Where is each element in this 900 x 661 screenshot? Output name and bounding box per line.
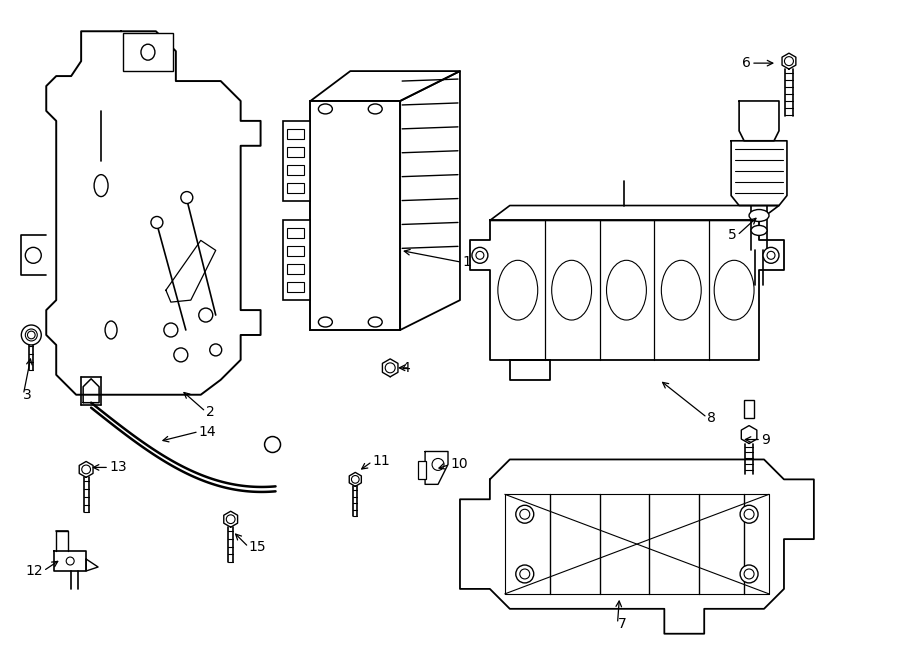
Ellipse shape — [749, 210, 769, 221]
Text: 1: 1 — [462, 255, 471, 269]
Ellipse shape — [174, 348, 188, 362]
Text: 2: 2 — [206, 405, 214, 418]
Ellipse shape — [94, 175, 108, 196]
Ellipse shape — [752, 225, 767, 235]
Polygon shape — [166, 241, 216, 302]
Text: 4: 4 — [401, 361, 410, 375]
Polygon shape — [782, 53, 796, 69]
Circle shape — [199, 308, 212, 322]
Polygon shape — [25, 328, 37, 342]
Polygon shape — [310, 71, 460, 101]
Bar — [286, 264, 304, 274]
Polygon shape — [742, 426, 757, 444]
Polygon shape — [86, 559, 98, 571]
Polygon shape — [382, 359, 398, 377]
Text: 13: 13 — [109, 461, 127, 475]
Bar — [283, 121, 310, 200]
Bar — [286, 147, 304, 157]
Circle shape — [740, 565, 758, 583]
Text: 15: 15 — [248, 540, 266, 554]
Ellipse shape — [141, 44, 155, 60]
Polygon shape — [425, 451, 448, 485]
Circle shape — [164, 323, 178, 337]
Ellipse shape — [319, 104, 332, 114]
Bar — [286, 165, 304, 175]
Ellipse shape — [319, 317, 332, 327]
Polygon shape — [739, 101, 779, 141]
Circle shape — [472, 247, 488, 263]
Polygon shape — [54, 551, 86, 571]
Polygon shape — [731, 141, 787, 206]
Circle shape — [25, 247, 41, 263]
Polygon shape — [46, 31, 261, 395]
Ellipse shape — [22, 325, 41, 345]
Polygon shape — [79, 461, 93, 477]
Bar — [286, 229, 304, 239]
Ellipse shape — [368, 104, 382, 114]
Text: 8: 8 — [707, 410, 716, 424]
Circle shape — [151, 217, 163, 229]
Text: 6: 6 — [742, 56, 752, 70]
Text: 14: 14 — [199, 424, 216, 438]
Bar — [286, 247, 304, 256]
Circle shape — [265, 436, 281, 453]
Ellipse shape — [368, 317, 382, 327]
Circle shape — [432, 459, 444, 471]
Bar — [283, 221, 310, 300]
Bar — [418, 461, 426, 479]
Text: 10: 10 — [450, 457, 468, 471]
Text: 7: 7 — [617, 617, 626, 631]
Text: 9: 9 — [761, 432, 770, 447]
Text: 11: 11 — [373, 455, 390, 469]
Bar — [286, 129, 304, 139]
Circle shape — [763, 247, 779, 263]
Text: 12: 12 — [25, 564, 43, 578]
Polygon shape — [83, 379, 99, 403]
Text: 3: 3 — [23, 388, 32, 402]
Circle shape — [516, 565, 534, 583]
Circle shape — [516, 505, 534, 524]
Bar — [310, 101, 400, 330]
Ellipse shape — [210, 344, 221, 356]
Bar — [286, 182, 304, 192]
Polygon shape — [490, 206, 779, 221]
Circle shape — [181, 192, 193, 204]
Polygon shape — [349, 473, 361, 486]
Bar — [123, 33, 173, 71]
Polygon shape — [460, 459, 814, 634]
Polygon shape — [400, 71, 460, 330]
Polygon shape — [470, 221, 784, 380]
Bar — [744, 400, 754, 418]
Bar — [286, 282, 304, 292]
Text: 5: 5 — [728, 229, 737, 243]
Polygon shape — [224, 511, 238, 527]
Ellipse shape — [105, 321, 117, 339]
Circle shape — [740, 505, 758, 524]
